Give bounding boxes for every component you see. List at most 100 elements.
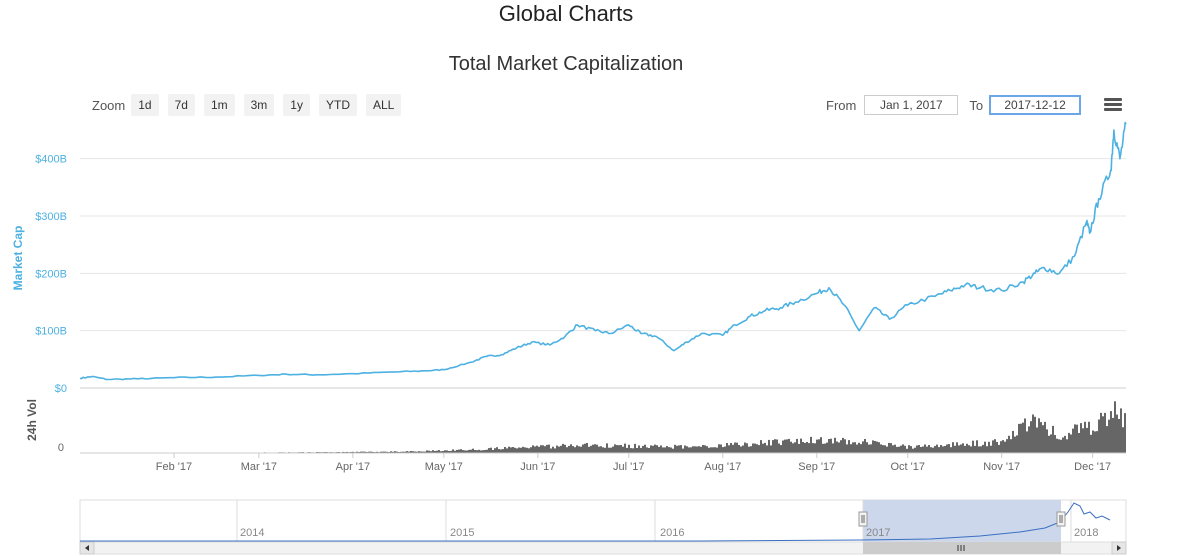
x-tick-label: Sep '17 xyxy=(798,461,835,473)
zoom-1m-button[interactable]: 1m xyxy=(203,94,235,116)
volume-axis-title: 24h Vol xyxy=(25,399,39,441)
to-date-input[interactable] xyxy=(989,95,1082,115)
y-axis-ticks: $0 $100B $200B $300B $400B xyxy=(35,154,67,395)
volume-bar xyxy=(582,444,584,453)
volume-bar xyxy=(756,444,758,453)
volume-bar xyxy=(518,447,520,453)
volume-bar xyxy=(740,446,742,453)
from-date-input[interactable] xyxy=(864,95,959,115)
volume-bar xyxy=(608,447,610,453)
volume-bar xyxy=(884,445,886,453)
volume-bar xyxy=(916,445,918,453)
hamburger-menu-icon[interactable] xyxy=(1104,98,1122,112)
volume-bar xyxy=(436,450,438,453)
y-tick-label: $0 xyxy=(55,383,67,395)
volume-bar xyxy=(530,447,532,453)
zoom-3m-button[interactable]: 3m xyxy=(243,94,275,116)
date-range: From To xyxy=(826,94,1082,116)
volume-bar xyxy=(972,440,974,453)
volume-bar xyxy=(782,440,784,453)
volume-bar xyxy=(652,445,654,453)
volume-bar xyxy=(498,449,500,453)
navigator[interactable]: 2014 2015 2016 2017 2018 xyxy=(79,499,1127,543)
volume-bar xyxy=(1020,423,1022,453)
volume-bar xyxy=(1124,413,1126,453)
scrollbar[interactable] xyxy=(79,541,1127,555)
arrow-right-icon[interactable] xyxy=(1111,541,1127,555)
volume-bar xyxy=(370,451,372,453)
zoom-7d-button[interactable]: 7d xyxy=(167,94,195,116)
volume-bar xyxy=(798,443,800,453)
navigator-selection-mask[interactable] xyxy=(863,500,1061,542)
volume-bar xyxy=(734,442,736,453)
volume-bar xyxy=(976,440,978,453)
volume-bar xyxy=(432,450,434,453)
volume-bar xyxy=(666,446,668,453)
volume-bar xyxy=(964,445,966,453)
volume-bar xyxy=(578,446,580,453)
volume-bar xyxy=(478,449,480,453)
from-label: From xyxy=(826,97,857,113)
volume-bar xyxy=(1068,432,1070,453)
volume-series xyxy=(178,401,1126,453)
scrollbar-thumb[interactable] xyxy=(863,542,1061,554)
volume-bar xyxy=(438,450,440,453)
volume-bar xyxy=(1098,419,1100,453)
volume-bar xyxy=(718,444,720,453)
zoom-1d-button[interactable]: 1d xyxy=(131,94,159,116)
volume-bar xyxy=(1016,435,1018,453)
y-tick-label: $200B xyxy=(35,268,67,280)
volume-bar xyxy=(792,443,794,453)
volume-bar xyxy=(834,437,836,453)
volume-bar xyxy=(472,448,474,453)
volume-bar xyxy=(924,444,926,453)
volume-bar xyxy=(936,444,938,453)
volume-bar xyxy=(784,439,786,453)
volume-bar xyxy=(1104,412,1106,453)
volume-bar xyxy=(1034,416,1036,453)
volume-bar xyxy=(1120,408,1122,453)
volume-bar xyxy=(728,445,730,453)
volume-bar xyxy=(456,449,458,453)
volume-bar xyxy=(668,447,670,453)
zoom-all-button[interactable]: ALL xyxy=(365,94,402,116)
volume-bar xyxy=(860,444,862,453)
volume-bar xyxy=(962,443,964,453)
volume-bar xyxy=(1100,412,1102,453)
volume-bar xyxy=(542,445,544,453)
volume-bar xyxy=(852,442,854,453)
navigator-year-2014: 2014 xyxy=(240,527,264,539)
volume-bar xyxy=(528,448,530,453)
zoom-1y-button[interactable]: 1y xyxy=(283,94,310,116)
volume-bar xyxy=(450,450,452,453)
volume-bar xyxy=(540,445,542,453)
volume-bar xyxy=(838,442,840,453)
arrow-left-icon[interactable] xyxy=(79,541,95,555)
volume-bar xyxy=(934,446,936,453)
volume-bar xyxy=(1004,441,1006,453)
volume-bar xyxy=(930,447,932,453)
volume-bar xyxy=(464,450,466,453)
navigator-handle-left[interactable] xyxy=(858,511,868,527)
volume-bar xyxy=(760,440,762,453)
volume-bar xyxy=(864,439,866,453)
navigator-handle-right[interactable] xyxy=(1056,511,1066,527)
volume-bar xyxy=(674,444,676,453)
volume-bar xyxy=(788,438,790,453)
volume-bar xyxy=(796,438,798,453)
volume-bar xyxy=(938,447,940,453)
zoom-ytd-button[interactable]: YTD xyxy=(318,94,357,116)
volume-bar xyxy=(628,444,630,453)
volume-bar xyxy=(862,441,864,453)
volume-bar xyxy=(598,446,600,453)
volume-bar xyxy=(900,445,902,453)
volume-bar xyxy=(426,450,428,453)
volume-bar xyxy=(1038,418,1040,453)
volume-bar xyxy=(1094,431,1096,453)
volume-bar xyxy=(676,445,678,453)
volume-bar xyxy=(596,444,598,453)
volume-bar xyxy=(910,446,912,453)
volume-bar xyxy=(1118,419,1120,453)
navigator-year-2016: 2016 xyxy=(660,527,684,539)
volume-bar xyxy=(1122,427,1124,453)
